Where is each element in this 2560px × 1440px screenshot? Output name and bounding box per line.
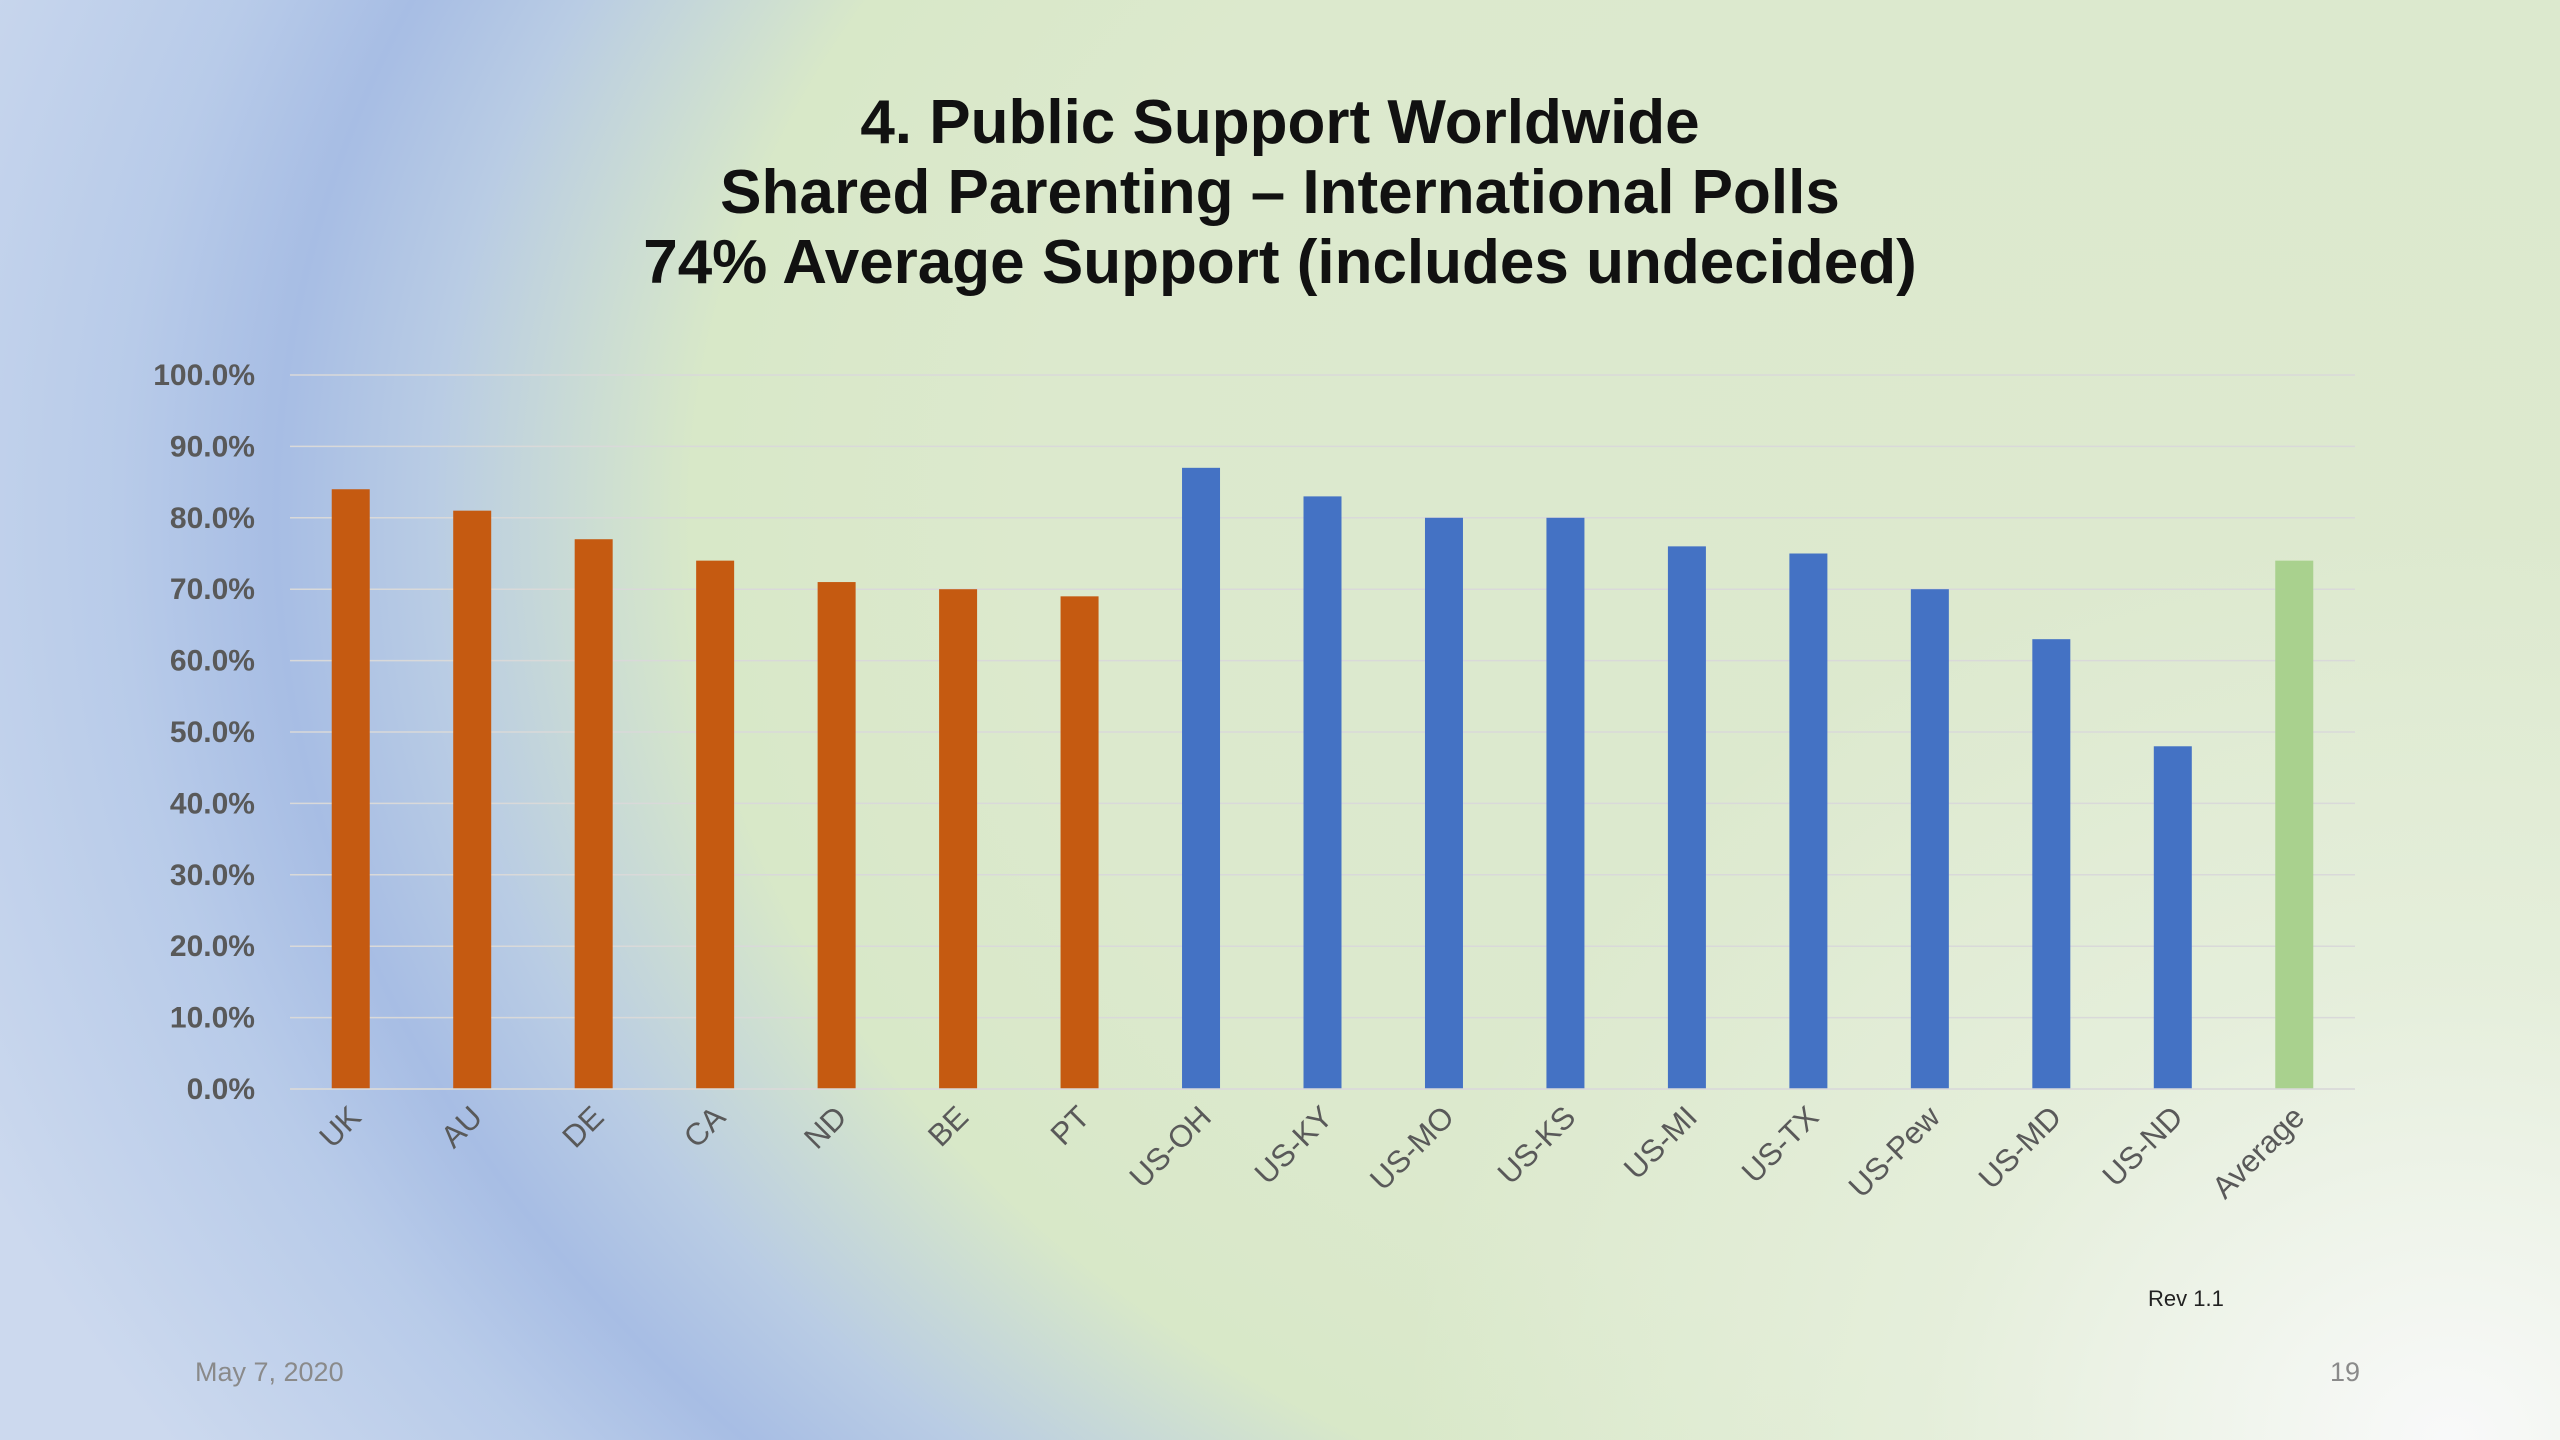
bar-us-nd bbox=[2153, 746, 2192, 1089]
bar-pt bbox=[1060, 596, 1099, 1089]
y-axis: 0.0% 10.0% 20.0% 30.0% 40.0% 50.0% 60.0% 70.0% 8… bbox=[153, 359, 255, 1106]
chart-title: 4. Public Support Worldwide Shared Paren… bbox=[0, 88, 2560, 298]
y-tick-label: 40.0% bbox=[170, 787, 255, 820]
y-tick-label: 10.0% bbox=[170, 1002, 255, 1035]
x-tick-label: US-MI bbox=[1617, 1099, 1704, 1186]
x-tick-label: ND bbox=[797, 1099, 853, 1155]
x-axis: UK AU DE CA ND BE PT US-OH US-KY US-MO US-KS US-MI U… bbox=[290, 1088, 2355, 1205]
x-tick-label: AU bbox=[434, 1099, 489, 1154]
bar-us-md bbox=[2032, 639, 2071, 1089]
x-tick-label: PT bbox=[1044, 1099, 1097, 1152]
y-tick-label: 50.0% bbox=[170, 716, 255, 749]
bar-us-tx bbox=[1789, 553, 1828, 1089]
title-line-3: 74% Average Support (includes undecided) bbox=[643, 228, 1917, 297]
x-tick-label: UK bbox=[312, 1099, 367, 1154]
x-tick-label: US-OH bbox=[1123, 1099, 1218, 1194]
bar-de bbox=[574, 539, 613, 1089]
page-number: 19 bbox=[2330, 1357, 2361, 1387]
x-tick-label: US-KS bbox=[1491, 1099, 1583, 1191]
x-tick-label: DE bbox=[555, 1099, 610, 1154]
bars bbox=[331, 467, 2314, 1089]
x-tick-label: US-MO bbox=[1363, 1099, 1461, 1197]
bar-us-mi bbox=[1667, 546, 1706, 1089]
x-tick-label: US-ND bbox=[2096, 1099, 2190, 1193]
bar-us-ks bbox=[1546, 517, 1585, 1089]
y-tick-label: 60.0% bbox=[170, 645, 255, 678]
x-tick-label: CA bbox=[677, 1099, 732, 1154]
y-tick-label: 20.0% bbox=[170, 930, 255, 963]
revision-note: Rev 1.1 bbox=[2148, 1286, 2224, 1311]
y-tick-label: 30.0% bbox=[170, 859, 255, 892]
x-tick-label: BE bbox=[921, 1099, 975, 1153]
bar-au bbox=[453, 510, 492, 1089]
bar-ca bbox=[696, 560, 735, 1089]
y-tick-label: 80.0% bbox=[170, 502, 255, 535]
bar-nd bbox=[817, 582, 856, 1089]
x-tick-label: US-Pew bbox=[1842, 1099, 1948, 1205]
x-tick-label: US-TX bbox=[1735, 1099, 1826, 1190]
title-line-2: Shared Parenting – International Polls bbox=[720, 158, 1840, 227]
bar-us-ky bbox=[1303, 496, 1342, 1089]
y-tick-label: 70.0% bbox=[170, 573, 255, 606]
x-tick-label: US-MD bbox=[1972, 1099, 2069, 1196]
y-tick-label: 100.0% bbox=[153, 359, 255, 392]
title-line-1: 4. Public Support Worldwide bbox=[860, 88, 1700, 157]
bar-us-oh bbox=[1182, 467, 1221, 1089]
footer-date: May 7, 2020 bbox=[195, 1357, 344, 1387]
x-tick-label: Average bbox=[2205, 1099, 2311, 1205]
bar-us-pew bbox=[1910, 589, 1949, 1089]
bar-average bbox=[2275, 560, 2314, 1089]
bar-uk bbox=[331, 489, 370, 1089]
x-tick-label: US-KY bbox=[1248, 1099, 1340, 1191]
bar-be bbox=[939, 589, 978, 1089]
y-tick-label: 0.0% bbox=[187, 1073, 255, 1106]
y-tick-label: 90.0% bbox=[170, 430, 255, 463]
bar-us-mo bbox=[1424, 517, 1463, 1089]
